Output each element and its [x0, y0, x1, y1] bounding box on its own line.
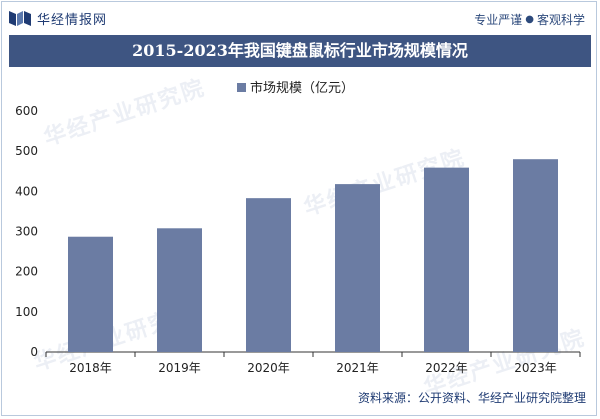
- chart-title: 2015-2023年我国键盘鼠标行业市场规模情况: [9, 35, 591, 67]
- tagline-right: 客观科学: [536, 13, 585, 27]
- bar-3: [335, 184, 380, 352]
- y-tick-label: 0: [30, 345, 38, 359]
- legend-label: 市场规模（亿元）: [250, 80, 354, 96]
- y-tick-label: 500: [15, 144, 38, 158]
- x-tick-label: 2023年: [514, 361, 557, 375]
- brand-logo-icon: [9, 11, 31, 26]
- bar-1: [157, 228, 202, 352]
- bar-4: [424, 167, 469, 352]
- bar-0: [68, 236, 113, 352]
- legend-swatch: [237, 83, 246, 92]
- top-bar: 华经情报网 专业严谨 ● 客观科学: [9, 7, 591, 29]
- brand-name: 华经情报网: [37, 12, 108, 28]
- tagline: 专业严谨 ● 客观科学: [474, 11, 585, 28]
- y-tick-label: 100: [15, 305, 38, 319]
- brand: 华经情报网: [9, 9, 108, 28]
- x-tick-label: 2021年: [336, 361, 379, 375]
- bar-2: [246, 198, 291, 352]
- y-tick-label: 600: [15, 104, 38, 118]
- x-tick-label: 2019年: [158, 361, 201, 375]
- tagline-dot-icon: ●: [525, 14, 534, 25]
- y-tick-label: 400: [15, 184, 38, 198]
- y-tick-label: 300: [15, 225, 38, 239]
- y-tick-label: 200: [15, 265, 38, 279]
- x-tick-label: 2018年: [69, 361, 112, 375]
- source-note: 资料来源：公开资料、华经产业研究院整理: [357, 391, 586, 405]
- tagline-left: 专业严谨: [474, 13, 523, 27]
- x-tick-label: 2020年: [247, 361, 290, 375]
- x-tick-label: 2022年: [425, 361, 468, 375]
- bar-5: [513, 159, 558, 352]
